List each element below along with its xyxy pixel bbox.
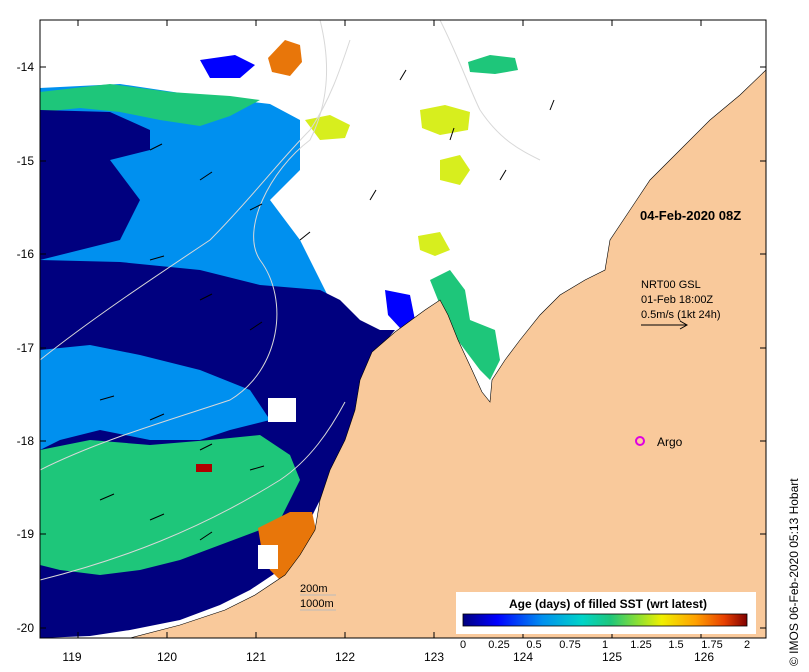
wind-arrow [99, 395, 115, 401]
sst-region-yellow-4 [418, 232, 450, 256]
colorbar-tick: 0.5 [526, 639, 541, 651]
sst-region-blue-north [200, 55, 255, 78]
wind-arrow [199, 531, 213, 541]
wind-time-label: 01-Feb 18:00Z [641, 294, 713, 306]
wind-arrow [149, 255, 165, 261]
map-plot-area [40, 20, 766, 638]
x-tick-label: 124 [513, 650, 533, 664]
wind-arrow [249, 203, 263, 211]
wind-arrow [249, 321, 263, 331]
bathy-label-200m: 200m [300, 583, 328, 595]
wind-arrow [449, 127, 455, 141]
wind-arrow [149, 513, 165, 521]
colorbar-tick: 1.25 [630, 639, 651, 651]
wind-arrow [199, 293, 213, 301]
sst-region-green-coast [430, 270, 500, 380]
bathymetry-contours [40, 20, 541, 581]
x-tick-label: 120 [157, 650, 177, 664]
colorbar-tick: 1 [602, 639, 608, 651]
sst-region-yellow-2 [420, 105, 470, 135]
y-tick-label: -17 [17, 341, 35, 355]
sst-region-orange-north [268, 40, 302, 76]
y-tick-label: -20 [17, 621, 35, 635]
colorbar-tick: 0 [460, 639, 466, 651]
land-mass [129, 20, 766, 638]
bathy-label-1000m: 1000m [300, 598, 334, 610]
colorbar-tick: 1.5 [668, 639, 683, 651]
no-data-gap [268, 398, 296, 422]
axis-ticks [40, 20, 766, 638]
y-tick-label: -14 [17, 60, 35, 74]
y-tick-label: -15 [17, 154, 35, 168]
colorbar-gradient [462, 613, 748, 627]
wind-arrow [299, 231, 311, 241]
sst-region-darkblue-west [40, 110, 150, 260]
colorbar-title: Age (days) of filled SST (wrt latest) [509, 597, 707, 611]
colorbar-tick: 2 [744, 639, 750, 651]
sst-region-green-south [40, 435, 300, 575]
x-tick-label: 119 [62, 650, 81, 664]
wind-arrow [369, 189, 377, 201]
x-axis-labels: 119 120 121 122 123 124 125 126 [62, 650, 714, 664]
wind-arrow [399, 69, 407, 81]
argo-label: Argo [657, 435, 683, 449]
wind-arrow [199, 171, 213, 181]
colorbar: Age (days) of filled SST (wrt latest) 0 … [456, 592, 756, 651]
sst-patch-red [196, 464, 212, 472]
credit-text: © IMOS 06-Feb-2020 05:13 Hobart [787, 478, 801, 666]
y-tick-label: -18 [17, 434, 35, 448]
wind-source-label: NRT00 GSL [641, 279, 701, 291]
no-data-gap-south [258, 545, 278, 569]
y-tick-label: -16 [17, 247, 35, 261]
x-tick-label: 125 [602, 650, 622, 664]
x-tick-label: 122 [335, 650, 355, 664]
wind-arrow [499, 169, 507, 181]
wind-scale-label: 0.5m/s (1kt 24h) [641, 309, 720, 321]
sst-region-yellow-3 [440, 155, 470, 185]
colorbar-tick: 1.75 [701, 639, 722, 651]
wind-arrow [549, 99, 555, 111]
colorbar-background [456, 592, 756, 634]
wind-arrow [249, 465, 265, 471]
wind-arrow [149, 413, 165, 421]
contour-shelf [40, 39, 351, 361]
wind-arrow [199, 443, 213, 451]
plot-frame [39, 19, 767, 639]
argo-marker-icon [635, 436, 645, 446]
y-tick-label: -19 [17, 527, 35, 541]
colorbar-tick: 0.25 [488, 639, 509, 651]
contour-inner [439, 20, 541, 161]
date-label: 04-Feb-2020 08Z [640, 208, 741, 223]
sst-region-green-north [40, 84, 260, 126]
sst-region-darkblue-south [40, 545, 260, 638]
wind-scale-arrow [641, 320, 689, 330]
bathymetry-legend: 200m 1000m [300, 583, 336, 611]
wind-arrow [99, 493, 115, 501]
wind-arrow [149, 143, 163, 151]
sst-region-blue-coast [385, 290, 415, 328]
sst-age-field [40, 40, 518, 638]
y-axis-labels: -14 -15 -16 -17 -18 -19 -20 [17, 60, 35, 635]
colorbar-tick: 0.75 [559, 639, 580, 651]
sst-region-green-5 [468, 55, 518, 74]
sst-region-cyan-southwest [40, 345, 270, 450]
x-tick-label: 123 [424, 650, 444, 664]
wind-vectors [99, 69, 555, 541]
x-tick-label: 121 [246, 650, 266, 664]
x-tick-label: 126 [694, 650, 714, 664]
sst-region-yellow-1 [305, 115, 350, 140]
contour-200m [40, 401, 346, 581]
